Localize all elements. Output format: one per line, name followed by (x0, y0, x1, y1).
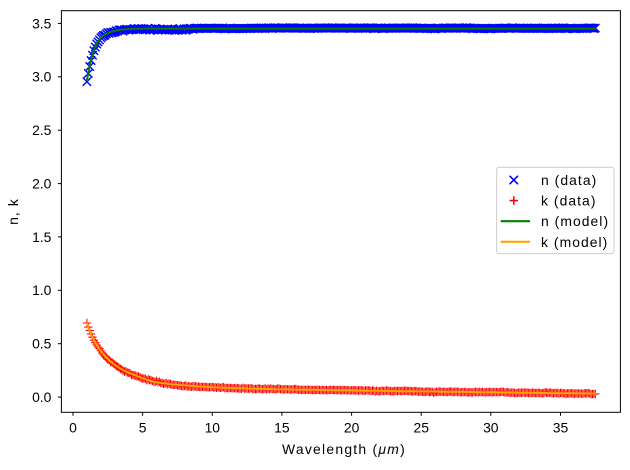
svg-text:30: 30 (483, 419, 499, 435)
svg-text:35: 35 (553, 419, 569, 435)
svg-text:3.0: 3.0 (32, 69, 52, 85)
svg-text:20: 20 (344, 419, 360, 435)
svg-text:10: 10 (205, 419, 221, 435)
svg-text:n, k: n, k (5, 198, 21, 225)
svg-text:15: 15 (274, 419, 290, 435)
svg-text:k (data): k (data) (541, 193, 597, 209)
svg-text:n (model): n (model) (541, 213, 609, 229)
svg-text:k (model): k (model) (541, 234, 608, 250)
svg-text:1.0: 1.0 (32, 282, 52, 298)
svg-text:n (data): n (data) (541, 172, 597, 188)
svg-text:0.5: 0.5 (32, 336, 52, 352)
svg-text:0: 0 (69, 419, 77, 435)
svg-text:Wavelength (μm): Wavelength (μm) (282, 441, 406, 457)
svg-text:2.0: 2.0 (32, 176, 52, 192)
svg-text:0.0: 0.0 (32, 389, 52, 405)
svg-text:2.5: 2.5 (32, 122, 52, 138)
svg-text:1.5: 1.5 (32, 229, 52, 245)
svg-text:3.5: 3.5 (32, 15, 52, 31)
svg-text:5: 5 (139, 419, 147, 435)
svg-text:25: 25 (413, 419, 429, 435)
